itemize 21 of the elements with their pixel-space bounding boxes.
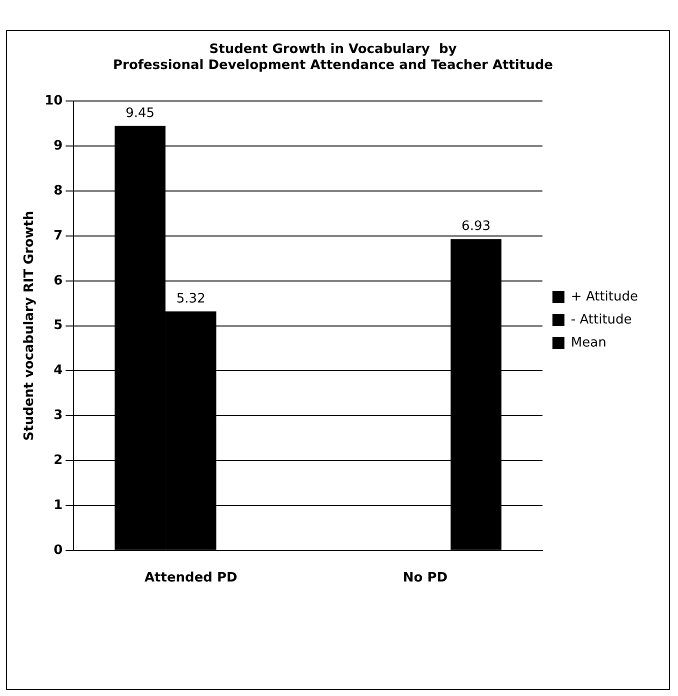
chart-title: Student Growth in Vocabulary by Professional Development Attendance and Teacher Attitude xyxy=(113,42,554,73)
y-tick-label: 2 xyxy=(54,452,63,468)
data-label: 9.45 xyxy=(126,106,155,121)
data-label: 6.93 xyxy=(462,218,490,234)
y-tick-label: 7 xyxy=(54,228,63,244)
y-tick-label: 10 xyxy=(44,94,63,109)
legend-label: - Attitude xyxy=(570,312,632,328)
x-tick-label: Attended PD xyxy=(144,570,238,586)
y-tick-label: 1 xyxy=(54,498,63,513)
y-tick-label: 4 xyxy=(54,363,63,378)
y-tick-label: 9 xyxy=(54,138,63,154)
x-tick-label: No PD xyxy=(402,570,448,586)
legend-label: Mean xyxy=(570,335,606,350)
legend-label: + Attitude xyxy=(570,289,638,304)
y-tick-label: 8 xyxy=(54,183,63,198)
y-tick-label: 5 xyxy=(54,318,63,334)
y-tick-label: 3 xyxy=(54,408,63,424)
data-label: 5.32 xyxy=(176,291,206,306)
y-axis-title: Student vocabulary RIT Growth xyxy=(22,210,38,441)
y-tick-label: 0 xyxy=(54,542,63,558)
y-tick-label: 6 xyxy=(54,273,63,288)
